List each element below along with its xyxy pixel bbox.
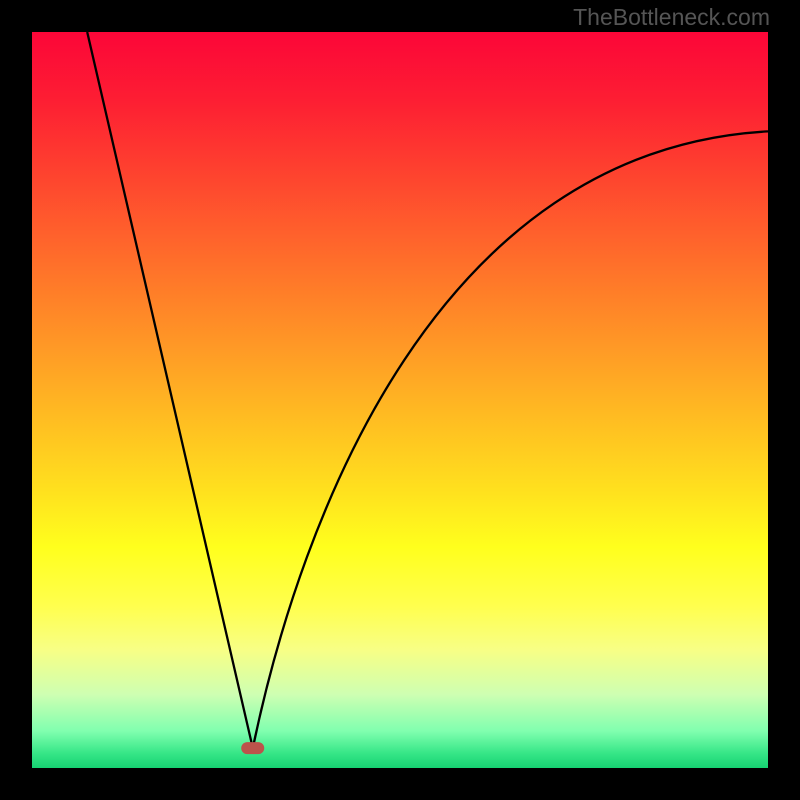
optimal-point-marker	[241, 742, 265, 754]
watermark-text: TheBottleneck.com	[573, 4, 770, 31]
plot-area	[32, 32, 768, 768]
bottleneck-curve	[32, 32, 768, 768]
chart-container: { "chart": { "type": "area-with-curve", …	[0, 0, 800, 800]
